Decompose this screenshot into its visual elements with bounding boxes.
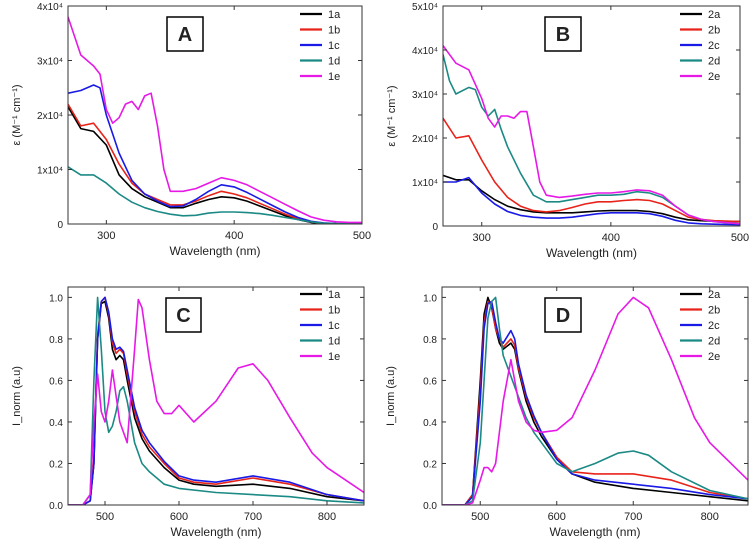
legend-label-2d: 2d — [708, 56, 720, 68]
series-2c — [442, 300, 748, 505]
x-tick-label: 800 — [701, 511, 719, 523]
legend-label-1a: 1a — [328, 9, 341, 21]
y-tick-label: 5x10⁴ — [412, 2, 438, 13]
legend-label-1e: 1e — [328, 71, 340, 83]
x-tick-label: 500 — [96, 511, 114, 523]
legend-label-1a: 1a — [328, 289, 341, 301]
x-tick-label: 400 — [602, 232, 620, 244]
plot-frame — [441, 286, 749, 506]
y-tick-label: 3x10⁴ — [412, 90, 438, 101]
legend-label-1c: 1c — [328, 320, 340, 332]
y-tick-label: 0.8 — [423, 335, 437, 346]
y-axis-label: ε (M⁻¹ cm⁻¹) — [386, 85, 398, 146]
legend-label-1d: 1d — [328, 336, 340, 348]
y-tick-label: 4x10⁴ — [412, 46, 438, 57]
x-tick-label: 500 — [471, 511, 489, 523]
y-tick-label: 0 — [432, 222, 438, 233]
y-tick-label: 0.6 — [423, 376, 437, 387]
y-axis-label: I_norm (a.u) — [385, 366, 397, 426]
panel-label-box — [544, 16, 582, 52]
y-tick-label: 1.0 — [49, 293, 63, 304]
y-tick-label: 1x10⁴ — [412, 178, 438, 189]
legend-label-2e: 2e — [708, 351, 720, 363]
y-tick-label: 0.0 — [423, 501, 437, 512]
x-tick-label: 500 — [731, 232, 749, 244]
x-tick-label: 600 — [170, 511, 188, 523]
series-1c — [68, 296, 364, 505]
y-axis-label: I_norm (a.u) — [11, 366, 23, 426]
x-tick-label: 400 — [225, 230, 243, 242]
panel-label-box — [165, 297, 202, 333]
y-tick-label: 0.6 — [49, 376, 63, 387]
panel-d: 500 600 700 800 0.0 0.2 0.4 0.6 0.8 1.0 Wavelength… — [385, 286, 749, 539]
x-axis-label: Wavelength (nm) — [546, 246, 637, 260]
x-axis-label: Wavelength (nm) — [550, 525, 641, 539]
y-tick-label: 3x10⁴ — [37, 57, 63, 68]
series-2b — [442, 300, 748, 505]
legend-label-2b: 2b — [708, 25, 720, 37]
series-2b — [443, 117, 740, 223]
panel-c: 500 600 700 800 0.0 0.2 0.4 0.6 0.8 1.0 Wavelength… — [11, 286, 365, 539]
y-tick-label: 0.8 — [49, 335, 63, 346]
x-tick-label: 300 — [473, 232, 491, 244]
y-axis-label: ε (M⁻¹ cm⁻¹) — [11, 84, 23, 145]
panel-label-box — [166, 16, 204, 52]
x-axis-label: Wavelength (nm) — [171, 525, 262, 539]
legend-label-2b: 2b — [708, 305, 720, 317]
legend-label-1e: 1e — [328, 351, 340, 363]
x-tick-label: 700 — [624, 511, 642, 523]
series-2c — [443, 176, 740, 226]
legend-label-2a: 2a — [708, 9, 721, 21]
legend-label-2c: 2c — [708, 320, 720, 332]
panel-label: D — [556, 305, 570, 327]
legend-label-1d: 1d — [328, 56, 340, 68]
series-1e — [68, 16, 362, 224]
legend-label-1b: 1b — [328, 25, 340, 37]
x-tick-label: 800 — [318, 511, 336, 523]
series-1a — [68, 106, 362, 224]
legend-label-1b: 1b — [328, 305, 340, 317]
y-tick-label: 0.4 — [49, 418, 63, 429]
y-tick-label: 2x10⁴ — [37, 111, 63, 122]
y-tick-label: 4x10⁴ — [37, 2, 63, 13]
x-tick-label: 500 — [353, 230, 371, 242]
legend-label-1c: 1c — [328, 40, 340, 52]
series-2d — [442, 296, 748, 505]
series-1a — [68, 300, 364, 505]
y-tick-label: 0.2 — [49, 459, 63, 470]
series-2a — [443, 174, 740, 223]
legend-label-2e: 2e — [708, 71, 720, 83]
legend-label-2a: 2a — [708, 289, 721, 301]
panel-label-box — [544, 297, 582, 333]
y-tick-label: 0.0 — [49, 501, 63, 512]
series-1d — [68, 296, 364, 505]
series-2e — [443, 45, 740, 225]
panel-a: 300 400 500 0 1x10⁴ 2x10⁴ 3x10⁴ 4x10⁴ Wavelength… — [11, 2, 371, 258]
x-axis-label: Wavelength (nm) — [170, 244, 261, 258]
plot-frame — [442, 5, 741, 227]
panel-b: 300 400 500 0 1x10⁴ 2x10⁴ 3x10⁴ 4x10⁴ 5x10⁴ Wavel… — [386, 2, 749, 260]
legend-label-2d: 2d — [708, 336, 720, 348]
panel-label: C — [176, 305, 190, 327]
y-tick-label: 2x10⁴ — [412, 134, 438, 145]
x-tick-label: 700 — [244, 511, 262, 523]
y-tick-label: 1.0 — [423, 293, 437, 304]
plot-frame — [67, 286, 365, 506]
y-tick-label: 0 — [57, 220, 63, 231]
panel-label: A — [178, 24, 192, 46]
series-1d — [68, 166, 362, 224]
y-tick-label: 0.4 — [423, 418, 437, 429]
plot-frame — [67, 5, 363, 225]
y-tick-label: 0.2 — [423, 459, 437, 470]
series-1c — [68, 84, 362, 224]
x-tick-label: 600 — [548, 511, 566, 523]
x-tick-label: 300 — [97, 230, 115, 242]
series-2e — [442, 296, 748, 505]
legend-label-2c: 2c — [708, 40, 720, 52]
y-tick-label: 1x10⁴ — [37, 166, 63, 177]
panel-label: B — [556, 24, 570, 46]
series-1e — [68, 298, 364, 505]
